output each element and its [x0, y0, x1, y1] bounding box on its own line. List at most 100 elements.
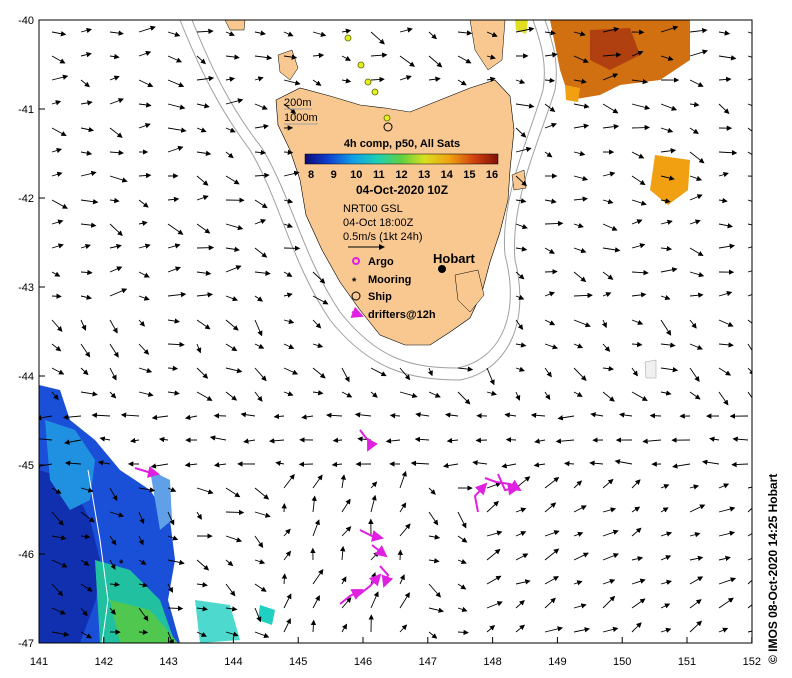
svg-text:Ship: Ship	[368, 291, 392, 303]
contour-label-200m: 200m	[284, 97, 312, 109]
current-vector	[91, 412, 111, 418]
current-vector	[445, 412, 459, 418]
current-vector	[631, 151, 645, 159]
current-vector	[573, 480, 583, 489]
current-vector	[747, 319, 752, 324]
current-vector	[196, 195, 209, 201]
current-vector	[254, 149, 267, 156]
current-vector	[602, 529, 619, 537]
current-vector	[51, 607, 66, 615]
y-tick-label: -40	[18, 15, 34, 27]
current-vector	[718, 103, 730, 115]
current-vector	[649, 413, 662, 419]
current-vector	[660, 55, 674, 61]
current-vector	[573, 271, 587, 283]
current-vector	[254, 607, 262, 623]
current-vectors	[39, 25, 752, 643]
current-vector	[341, 526, 352, 537]
current-vector	[747, 103, 752, 107]
current-vector	[196, 391, 213, 401]
current-vector	[281, 573, 288, 585]
current-vector	[660, 267, 678, 273]
current-vector	[718, 342, 734, 348]
colorbar-tick-label: 16	[486, 169, 498, 181]
current-vector	[254, 247, 268, 258]
current-vector	[631, 319, 644, 325]
current-vector	[660, 507, 669, 513]
current-vector	[312, 519, 320, 537]
credit-label: © IMOS 08-Oct-2020 14:25 Hobart	[766, 473, 780, 664]
current-vector	[340, 545, 346, 561]
current-vector	[283, 149, 294, 155]
current-vector	[254, 172, 270, 179]
current-vector	[515, 579, 531, 585]
current-vector	[225, 223, 244, 231]
colorbar	[304, 153, 499, 165]
current-vector	[457, 30, 473, 36]
y-tick-label: -46	[18, 549, 34, 561]
current-vector	[515, 198, 527, 204]
current-vector	[689, 292, 704, 298]
current-vector	[457, 55, 472, 64]
current-vector	[573, 31, 586, 37]
date-label: 04-Oct-2020 10Z	[356, 183, 448, 197]
current-vector	[167, 318, 180, 324]
current-vector	[167, 196, 180, 203]
y-tick-label: -43	[18, 282, 34, 294]
current-vector	[138, 172, 152, 179]
current-vector	[718, 55, 737, 61]
current-vector	[254, 123, 269, 130]
current-vector	[619, 412, 633, 418]
current-vector	[275, 460, 285, 466]
current-vector	[544, 367, 552, 378]
current-vector	[428, 55, 443, 68]
current-vector	[254, 270, 271, 276]
current-vector	[573, 531, 584, 537]
current-vector	[689, 504, 706, 513]
current-vector	[602, 223, 618, 231]
current-vector	[515, 553, 529, 561]
current-vector	[544, 530, 560, 537]
x-tick-label: 151	[678, 656, 696, 668]
current-vector	[225, 175, 240, 185]
current-vector	[589, 460, 604, 466]
current-vector	[80, 631, 93, 639]
colorbar-tick-label: 12	[395, 169, 407, 181]
current-vector	[709, 436, 720, 442]
current-vector	[410, 460, 430, 466]
current-vector	[138, 25, 156, 33]
current-vector	[51, 171, 63, 177]
mooring-legend-icon: *	[352, 276, 357, 288]
current-vector	[602, 123, 620, 130]
current-vector	[544, 198, 557, 204]
current-vector	[731, 461, 749, 468]
current-vector	[80, 607, 88, 617]
current-vector	[660, 579, 672, 586]
current-vector	[631, 124, 650, 131]
current-vector	[51, 127, 67, 137]
current-vector	[555, 438, 575, 444]
current-vector	[689, 532, 701, 538]
current-source-label: NRT00 GSL	[343, 203, 403, 215]
x-tick-label: 152	[743, 656, 761, 668]
current-vector	[747, 630, 752, 633]
current-vector	[504, 412, 517, 418]
current-vector	[51, 219, 64, 225]
current-vector	[689, 599, 702, 609]
current-vector	[399, 75, 412, 81]
current-vector	[501, 463, 517, 469]
current-vector	[254, 391, 263, 402]
current-vector	[660, 198, 671, 204]
current-vector	[689, 620, 703, 633]
current-vector	[718, 290, 733, 297]
drifter-legend-icon	[350, 306, 364, 318]
current-vector	[283, 271, 293, 277]
current-vector	[660, 555, 672, 561]
current-vector	[80, 126, 95, 133]
current-vector	[602, 198, 614, 205]
current-vector	[138, 123, 151, 129]
svg-text:drifters@12h: drifters@12h	[368, 309, 436, 321]
current-vector	[747, 246, 752, 249]
current-vector	[283, 170, 300, 177]
current-vector	[573, 391, 583, 397]
